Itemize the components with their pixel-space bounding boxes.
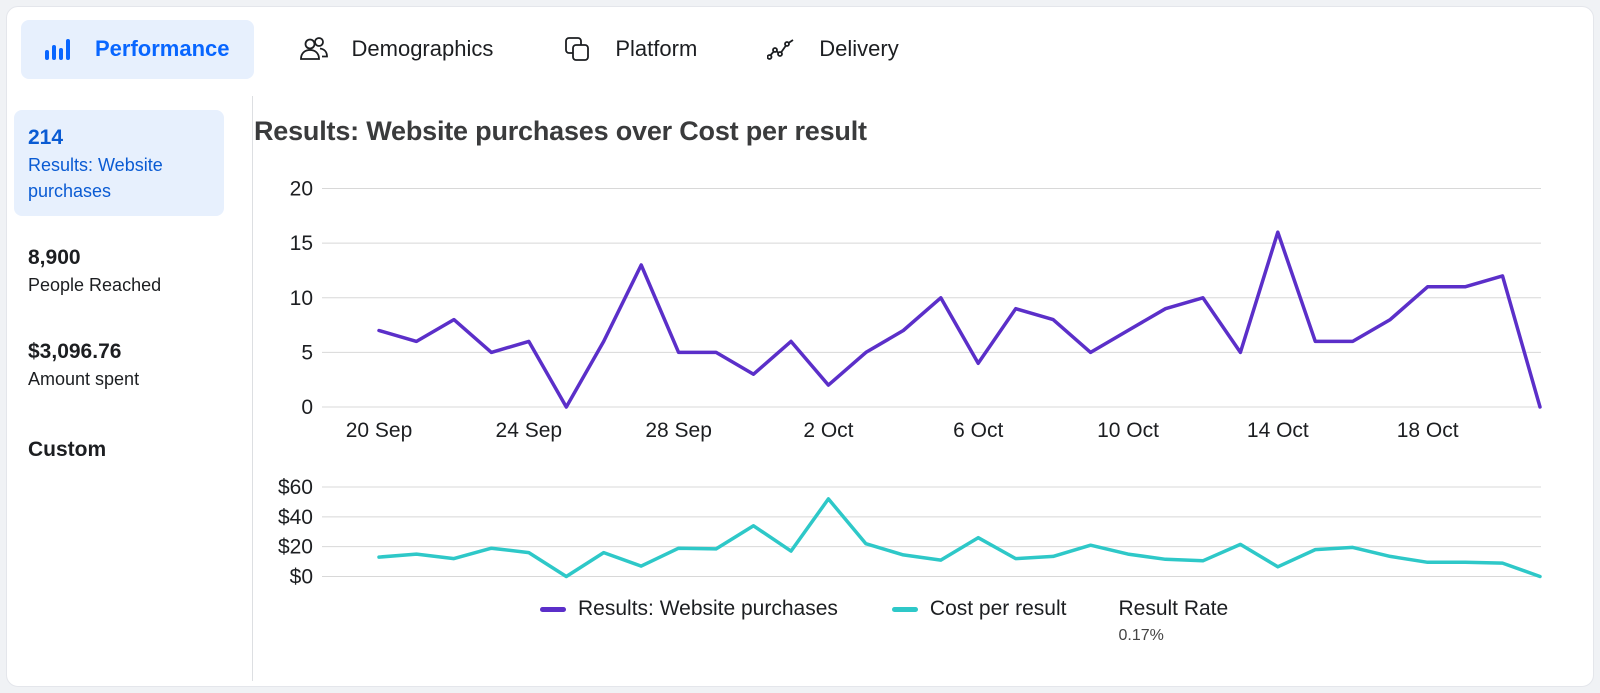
legend-swatch <box>891 606 918 612</box>
metric-label: Amount spent <box>28 369 140 389</box>
metric-value: 8,900 <box>28 246 81 269</box>
x-tick-label: 14 Oct <box>1247 419 1309 442</box>
chart-legend: Results: Website purchases Cost per resu… <box>540 595 1228 645</box>
tab-platform[interactable]: Platform <box>541 20 721 79</box>
chart-title: Results: Website purchases over Cost per… <box>254 116 867 146</box>
y-tick-label: $40 <box>278 506 313 529</box>
metric-value: 214 <box>28 126 64 149</box>
x-tick-label: 28 Sep <box>645 419 712 442</box>
series-line-purchases <box>377 230 1542 409</box>
tab-performance[interactable]: Performance <box>21 19 254 79</box>
legend-item-cost[interactable]: Cost per result <box>891 595 1067 623</box>
x-tick-label: 18 Oct <box>1397 419 1459 442</box>
legend-swatch <box>540 606 566 612</box>
bar-chart-icon <box>41 33 73 65</box>
metric-label: Results: Website purchases <box>28 155 163 201</box>
tab-bar: Performance Demographics Platform <box>21 19 947 79</box>
legend-label: Results: Website purchases <box>578 597 838 620</box>
tab-label: Delivery <box>819 36 899 61</box>
x-tick-label: 10 Oct <box>1097 419 1159 442</box>
delivery-icon <box>765 33 797 65</box>
metric-custom[interactable]: Custom <box>14 418 224 476</box>
y-tick-label: 20 <box>290 178 313 201</box>
legend-label: Cost per result <box>929 597 1067 620</box>
tab-demographics[interactable]: Demographics <box>278 20 518 79</box>
y-tick-label: $60 <box>278 476 313 499</box>
x-tick-label: 20 Sep <box>346 419 413 442</box>
metric-value: $3,096.76 <box>28 340 122 363</box>
metric-website-purchases[interactable]: 214 Results: Website purchases <box>14 110 224 216</box>
y-tick-label: $20 <box>278 536 313 559</box>
y-tick-label: 10 <box>290 287 313 310</box>
platform-icon <box>561 33 593 65</box>
metric-value: Custom <box>28 438 107 461</box>
metric-people-reached[interactable]: 8,900 People Reached <box>14 230 224 310</box>
result-rate-value: 0.17% <box>1118 627 1164 644</box>
tab-label: Demographics <box>351 36 494 61</box>
metric-amount-spent[interactable]: $3,096.76 Amount spent <box>14 324 224 404</box>
tab-delivery[interactable]: Delivery <box>745 20 922 79</box>
x-tick-label: 2 Oct <box>803 419 853 442</box>
y-tick-label: 15 <box>290 232 313 255</box>
people-icon <box>298 33 330 65</box>
metric-label: People Reached <box>28 275 162 295</box>
tab-label: Performance <box>95 36 230 61</box>
y-tick-label: $0 <box>290 566 313 589</box>
result-rate-label: Result Rate <box>1118 597 1229 620</box>
y-tick-label: 5 <box>301 341 313 364</box>
result-rate: Result Rate 0.17% <box>1118 595 1228 645</box>
x-tick-label: 24 Sep <box>496 419 563 442</box>
legend-item-purchases[interactable]: Results: Website purchases <box>540 595 838 623</box>
metrics-sidebar: 214 Results: Website purchases 8,900 Peo… <box>14 110 224 490</box>
tab-label: Platform <box>615 36 698 61</box>
sidebar-divider <box>252 96 253 681</box>
x-tick-label: 6 Oct <box>953 419 1003 442</box>
y-tick-label: 0 <box>301 396 313 419</box>
series-line-cost <box>377 497 1542 579</box>
insights-card: Performance Demographics Platform <box>6 6 1594 687</box>
